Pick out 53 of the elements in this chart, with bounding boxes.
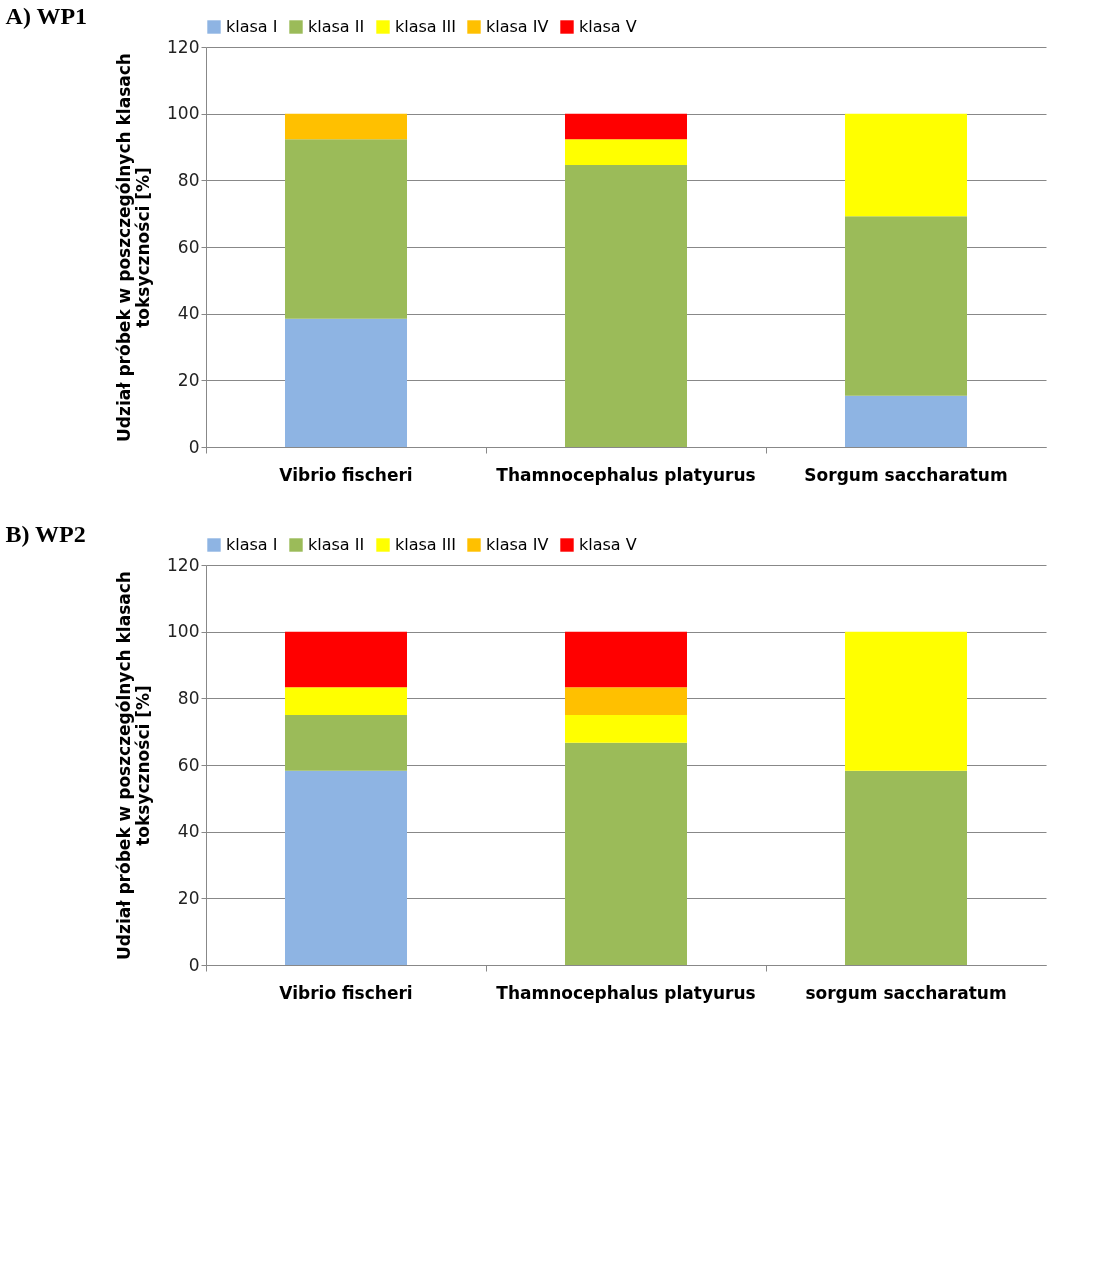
y-tick-label: 120	[167, 554, 200, 575]
bar	[845, 395, 967, 447]
bar	[565, 715, 687, 743]
y-tick-label: 0	[188, 436, 200, 457]
bar	[285, 113, 407, 140]
y-tick-label: 100	[167, 621, 200, 642]
chart-title: B) WP2	[5, 521, 86, 547]
bar	[845, 631, 967, 771]
legend-label: klasa I	[226, 535, 278, 554]
bar	[285, 318, 407, 447]
y-tick-label: 40	[177, 821, 200, 842]
bar	[565, 113, 687, 140]
legend-label: klasa II	[308, 17, 365, 36]
bar	[845, 113, 967, 217]
x-tick-label: Vibrio fischeri	[279, 464, 413, 485]
y-tick-label: 80	[177, 169, 200, 190]
y-axis-title: Udział próbek w poszczególnych klasach toksyczności [%]	[114, 53, 154, 442]
legend-label: klasa II	[308, 535, 365, 554]
x-tick-label: sorgum saccharatum	[805, 982, 1007, 1003]
bar	[565, 687, 687, 715]
y-tick-label: 100	[167, 103, 200, 124]
y-tick-label: 20	[177, 887, 200, 908]
y-tick-label: 60	[177, 754, 200, 775]
y-tick-label: 0	[188, 954, 200, 975]
x-tick-label: Sorgum saccharatum	[804, 464, 1008, 485]
bar	[285, 715, 407, 771]
legend-label: klasa III	[395, 17, 456, 36]
y-tick-label: 40	[177, 303, 200, 324]
y-tick-label: 60	[177, 236, 200, 257]
bar	[565, 742, 687, 965]
x-tick-label: Vibrio fischeri	[279, 982, 413, 1003]
x-tick-label: Thamnocephalus platyurus	[496, 982, 756, 1003]
legend-label: klasa IV	[486, 17, 549, 36]
bar	[285, 631, 407, 688]
bar	[845, 216, 967, 396]
chart-title: A) WP1	[5, 3, 88, 29]
bar	[285, 687, 407, 715]
bar	[285, 770, 407, 965]
y-tick-label: 80	[177, 687, 200, 708]
legend-label: klasa I	[226, 17, 278, 36]
bar	[565, 631, 687, 688]
y-tick-label: 20	[177, 369, 200, 390]
legend-label: klasa III	[395, 535, 456, 554]
y-tick-label: 120	[167, 36, 200, 57]
bar	[285, 139, 407, 319]
y-axis-title: Udział próbek w poszczególnych klasach toksyczności [%]	[114, 571, 154, 960]
bar	[565, 139, 687, 165]
legend-label: klasa V	[579, 535, 637, 554]
legend-label: klasa IV	[486, 535, 549, 554]
bar	[565, 165, 687, 447]
x-tick-label: Thamnocephalus platyurus	[496, 464, 756, 485]
legend-label: klasa V	[579, 17, 637, 36]
bar	[845, 770, 967, 965]
